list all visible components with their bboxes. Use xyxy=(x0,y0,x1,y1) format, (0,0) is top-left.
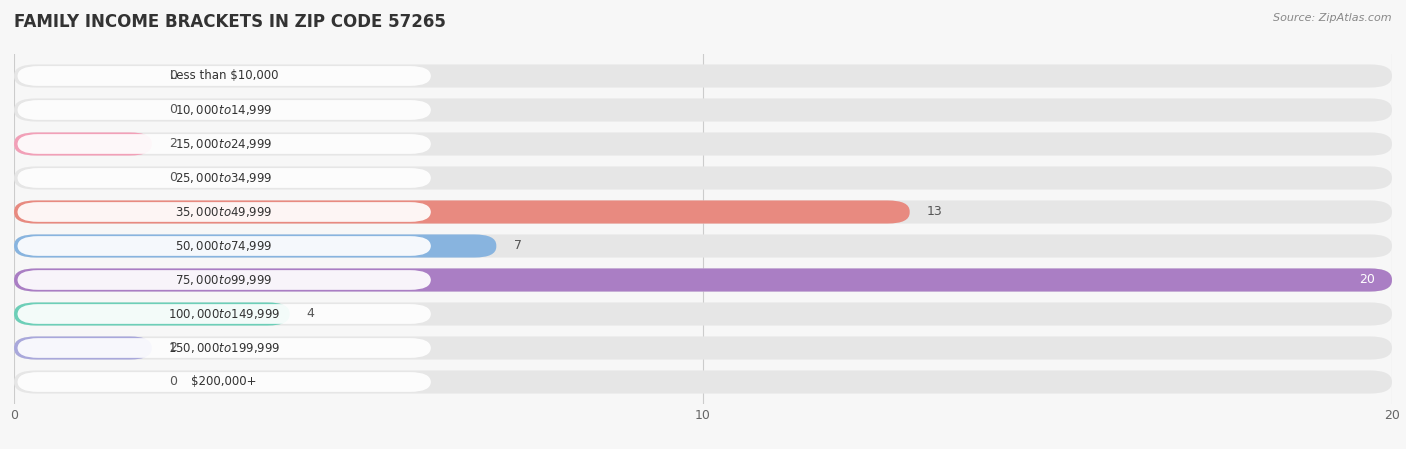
FancyBboxPatch shape xyxy=(14,336,152,360)
FancyBboxPatch shape xyxy=(17,100,430,120)
FancyBboxPatch shape xyxy=(14,132,1392,155)
FancyBboxPatch shape xyxy=(17,66,430,86)
FancyBboxPatch shape xyxy=(17,202,430,222)
Text: 4: 4 xyxy=(307,308,315,321)
FancyBboxPatch shape xyxy=(14,64,1392,88)
Text: 20: 20 xyxy=(1358,273,1375,286)
Text: $200,000+: $200,000+ xyxy=(191,375,257,388)
FancyBboxPatch shape xyxy=(14,303,290,326)
FancyBboxPatch shape xyxy=(17,338,430,358)
Text: $35,000 to $49,999: $35,000 to $49,999 xyxy=(176,205,273,219)
Text: 2: 2 xyxy=(169,137,177,150)
Text: Source: ZipAtlas.com: Source: ZipAtlas.com xyxy=(1274,13,1392,23)
FancyBboxPatch shape xyxy=(17,134,430,154)
Text: $150,000 to $199,999: $150,000 to $199,999 xyxy=(167,341,280,355)
FancyBboxPatch shape xyxy=(14,132,152,155)
FancyBboxPatch shape xyxy=(14,303,1392,326)
Text: $10,000 to $14,999: $10,000 to $14,999 xyxy=(176,103,273,117)
Text: 0: 0 xyxy=(169,172,177,185)
Text: $50,000 to $74,999: $50,000 to $74,999 xyxy=(176,239,273,253)
FancyBboxPatch shape xyxy=(17,270,430,290)
FancyBboxPatch shape xyxy=(14,200,1392,224)
FancyBboxPatch shape xyxy=(17,236,430,256)
FancyBboxPatch shape xyxy=(14,336,1392,360)
FancyBboxPatch shape xyxy=(14,370,1392,394)
Text: 13: 13 xyxy=(927,206,942,219)
Text: Less than $10,000: Less than $10,000 xyxy=(170,70,278,83)
FancyBboxPatch shape xyxy=(14,269,1392,291)
Text: $25,000 to $34,999: $25,000 to $34,999 xyxy=(176,171,273,185)
FancyBboxPatch shape xyxy=(14,98,1392,122)
FancyBboxPatch shape xyxy=(14,200,910,224)
Text: $15,000 to $24,999: $15,000 to $24,999 xyxy=(176,137,273,151)
FancyBboxPatch shape xyxy=(14,234,1392,258)
Text: 0: 0 xyxy=(169,70,177,83)
FancyBboxPatch shape xyxy=(17,168,430,188)
Text: FAMILY INCOME BRACKETS IN ZIP CODE 57265: FAMILY INCOME BRACKETS IN ZIP CODE 57265 xyxy=(14,13,446,31)
FancyBboxPatch shape xyxy=(14,167,1392,189)
Text: 0: 0 xyxy=(169,103,177,116)
Text: $75,000 to $99,999: $75,000 to $99,999 xyxy=(176,273,273,287)
Text: 2: 2 xyxy=(169,342,177,355)
FancyBboxPatch shape xyxy=(14,269,1392,291)
Text: $100,000 to $149,999: $100,000 to $149,999 xyxy=(167,307,280,321)
FancyBboxPatch shape xyxy=(17,372,430,392)
Text: 7: 7 xyxy=(513,239,522,252)
FancyBboxPatch shape xyxy=(14,234,496,258)
Text: 0: 0 xyxy=(169,375,177,388)
FancyBboxPatch shape xyxy=(17,304,430,324)
